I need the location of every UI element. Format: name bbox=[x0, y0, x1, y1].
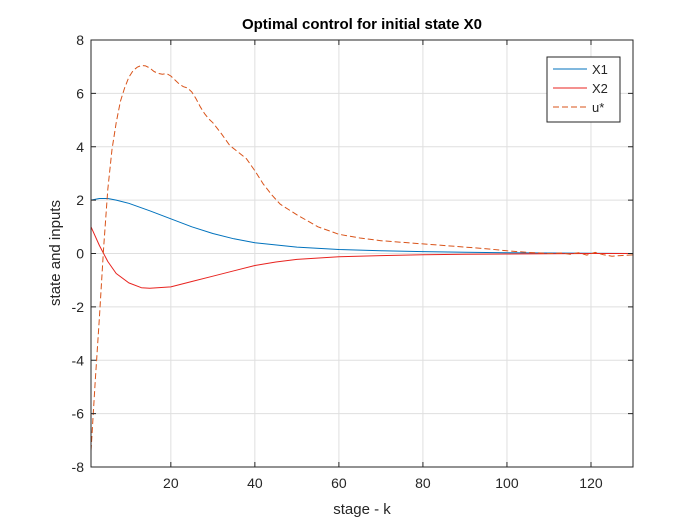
y-tick-label: 6 bbox=[76, 85, 84, 101]
x-tick-label: 80 bbox=[415, 475, 431, 491]
tick-marks bbox=[91, 39, 633, 468]
x-axis-label: stage - k bbox=[333, 501, 391, 518]
series-line-1 bbox=[90, 198, 634, 254]
x-tick-label: 20 bbox=[163, 475, 179, 491]
legend-box bbox=[546, 56, 621, 123]
legend-label-1: X1 bbox=[592, 62, 608, 77]
y-axis-label: state and inputs bbox=[47, 200, 64, 306]
series-line-3 bbox=[90, 64, 634, 452]
y-tick-label: -2 bbox=[72, 299, 85, 315]
legend: X1 X2 u* bbox=[546, 56, 621, 123]
series-group bbox=[90, 64, 634, 452]
x-tick-labels: 20 40 60 80 100 120 bbox=[163, 475, 603, 491]
y-tick-labels: -8 -6 -4 -2 0 2 4 6 8 bbox=[72, 32, 85, 475]
y-tick-label: -6 bbox=[72, 406, 85, 422]
legend-label-2: X2 bbox=[592, 81, 608, 96]
y-tick-label: -8 bbox=[72, 459, 85, 475]
chart-title: Optimal control for initial state X0 bbox=[242, 16, 482, 33]
y-tick-label: 8 bbox=[76, 32, 84, 48]
x-tick-label: 60 bbox=[331, 475, 347, 491]
x-tick-label: 40 bbox=[247, 475, 263, 491]
legend-label-3: u* bbox=[592, 100, 604, 115]
x-tick-label: 120 bbox=[579, 475, 603, 491]
y-tick-label: -4 bbox=[72, 352, 85, 368]
y-tick-label: 0 bbox=[76, 246, 84, 262]
y-tick-label: 2 bbox=[76, 192, 84, 208]
y-tick-label: 4 bbox=[76, 139, 84, 155]
x-tick-label: 100 bbox=[495, 475, 519, 491]
series-line-2 bbox=[90, 226, 633, 289]
